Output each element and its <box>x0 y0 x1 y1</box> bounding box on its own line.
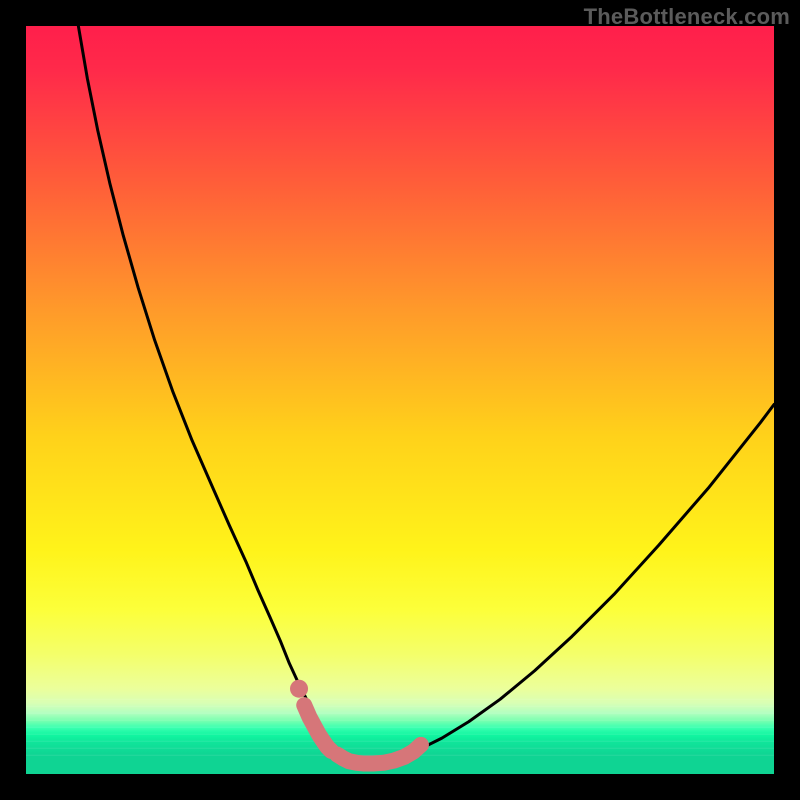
highlight-dot <box>290 680 308 698</box>
chart-canvas: TheBottleneck.com <box>0 0 800 800</box>
chart-plot-area <box>26 26 774 774</box>
watermark-text: TheBottleneck.com <box>584 4 790 30</box>
chart-svg <box>0 0 800 800</box>
